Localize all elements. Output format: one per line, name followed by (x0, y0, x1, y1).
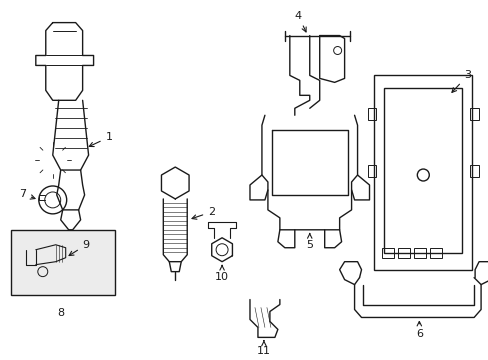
Bar (367, 108, 376, 120)
Bar (469, 165, 478, 177)
Text: 5: 5 (305, 234, 313, 250)
Bar (429, 248, 441, 258)
Text: 11: 11 (256, 341, 270, 356)
Bar (382, 248, 394, 258)
Text: 6: 6 (415, 321, 422, 339)
Text: 7: 7 (19, 189, 35, 199)
Text: 8: 8 (57, 307, 64, 318)
Bar (11, 230, 115, 294)
Bar (413, 248, 426, 258)
Text: 9: 9 (69, 240, 90, 256)
Bar (367, 165, 376, 177)
Bar (469, 108, 478, 120)
Text: 4: 4 (294, 11, 305, 32)
Bar (398, 248, 409, 258)
Text: 2: 2 (192, 207, 215, 219)
Text: 1: 1 (89, 132, 112, 147)
Text: 10: 10 (215, 266, 228, 282)
Text: 3: 3 (451, 71, 470, 93)
Bar (384, 88, 461, 253)
Bar (374, 75, 471, 270)
